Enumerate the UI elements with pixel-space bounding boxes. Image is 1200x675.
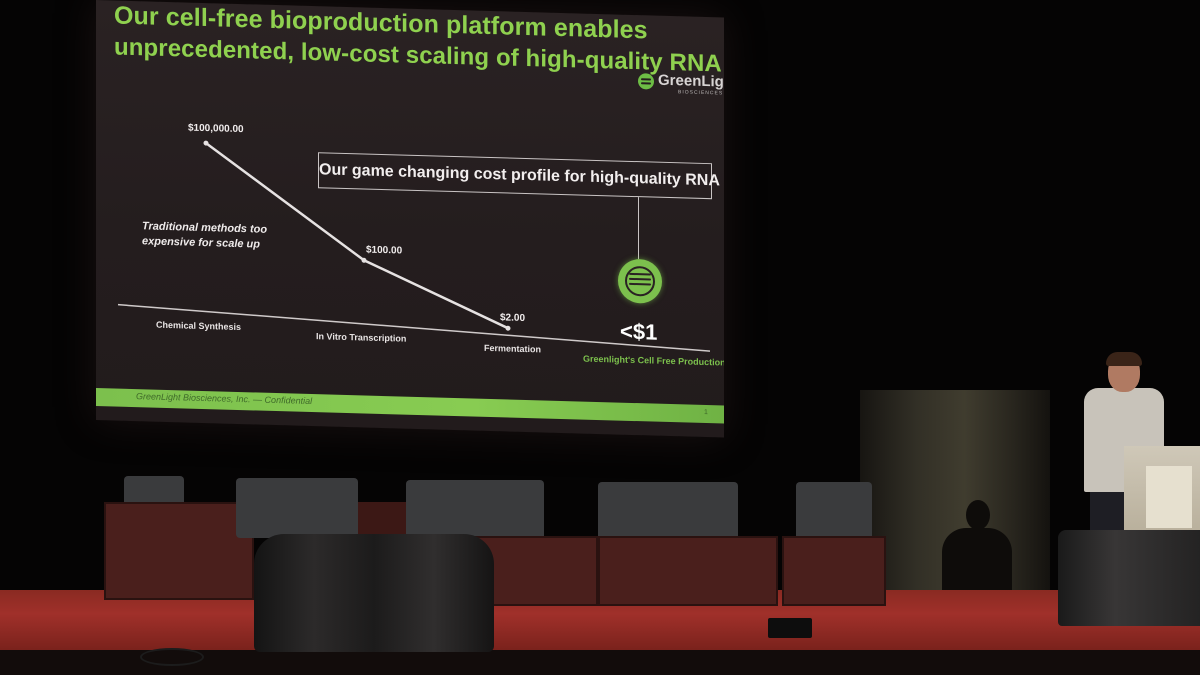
value-label-chemical-synthesis: $100,000.00: [188, 122, 244, 136]
category-fermentation: Fermentation: [484, 342, 542, 355]
cost-point-1: [361, 257, 367, 263]
value-label-in-vitro-transcription: $100.00: [366, 244, 403, 257]
projected-slide: Our cell-free bioproduction platform ena…: [96, 0, 724, 438]
floor-monitor: [768, 618, 812, 638]
table-icon: [1058, 530, 1200, 626]
cost-chart: [117, 140, 711, 352]
armchair-icon: [782, 482, 886, 606]
armchair-icon: [406, 480, 598, 608]
chart-baseline: [117, 303, 711, 352]
audience-silhouette-head: [966, 500, 990, 530]
audience-silhouette: [942, 528, 1012, 590]
speaker-legs: [1090, 490, 1124, 532]
podium-panel: [1146, 466, 1192, 528]
traditional-methods-note: Traditional methods too expensive for sc…: [142, 219, 267, 252]
armchair-icon: [598, 482, 780, 606]
speaker-hair: [1106, 352, 1142, 366]
cost-point-2: [505, 325, 511, 331]
armchair-icon: [104, 476, 308, 626]
value-label-cell-free: <$1: [620, 318, 658, 345]
cell-free-production-icon: [618, 258, 662, 304]
cost-point-0: [203, 140, 209, 146]
value-label-fermentation: $2.00: [500, 311, 526, 324]
table-icon: [254, 534, 494, 652]
slide-page-number: 1: [704, 408, 708, 417]
floor-cable: [140, 648, 204, 666]
